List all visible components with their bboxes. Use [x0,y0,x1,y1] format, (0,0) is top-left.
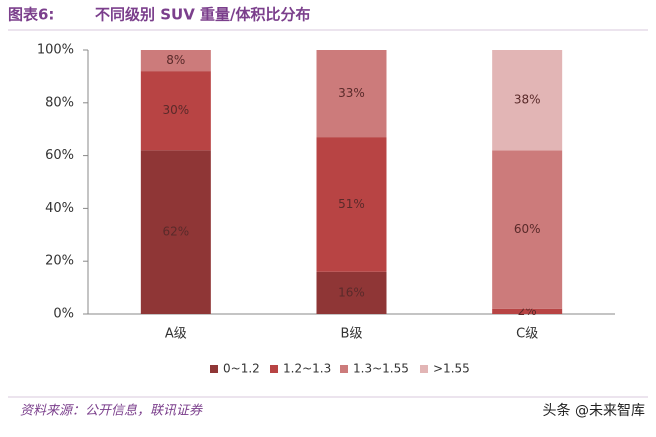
data-label: 62% [162,225,189,239]
data-label: 30% [162,103,189,117]
chart-title-prefix: 图表6: [8,6,54,24]
bar-segment [492,308,563,314]
data-label: 60% [514,222,541,236]
legend-label: 1.3~1.55 [353,362,409,376]
bar-segment [316,50,387,138]
watermark: 头条 @未来智库 [543,402,645,419]
y-tick-label: 60% [45,148,74,163]
source: 资料来源：公开信息，联讯证券 [20,403,203,419]
bar-segment [492,150,563,309]
bar-segment [140,50,211,72]
y-tick-label: 0% [53,307,74,322]
y-tick-label: 20% [45,254,74,269]
bar-segment [140,150,211,314]
data-label: 8% [166,53,185,67]
data-label: 16% [338,285,365,299]
legend-swatch [270,365,278,373]
data-label: 51% [338,197,365,211]
legend-swatch [210,365,218,373]
x-tick-label: C级 [516,327,538,342]
legend-swatch [340,365,348,373]
x-tick-label: A级 [165,327,187,342]
bar-segment [492,50,563,151]
legend-label: 0~1.2 [223,362,260,376]
data-label: 38% [514,93,541,107]
y-tick-label: 80% [45,95,74,110]
bar-segment [316,137,387,272]
chart-title: 不同级别 SUV 重量/体积比分布 [95,6,311,24]
bar-segment [316,271,387,314]
y-tick-label: 40% [45,201,74,216]
legend-label: 1.2~1.3 [283,362,331,376]
bar-segment [140,71,211,151]
data-label: 33% [338,86,365,100]
y-tick-label: 100% [37,43,74,58]
legend-swatch [420,365,428,373]
legend-label: >1.55 [433,362,470,376]
x-tick-label: B级 [341,327,363,342]
